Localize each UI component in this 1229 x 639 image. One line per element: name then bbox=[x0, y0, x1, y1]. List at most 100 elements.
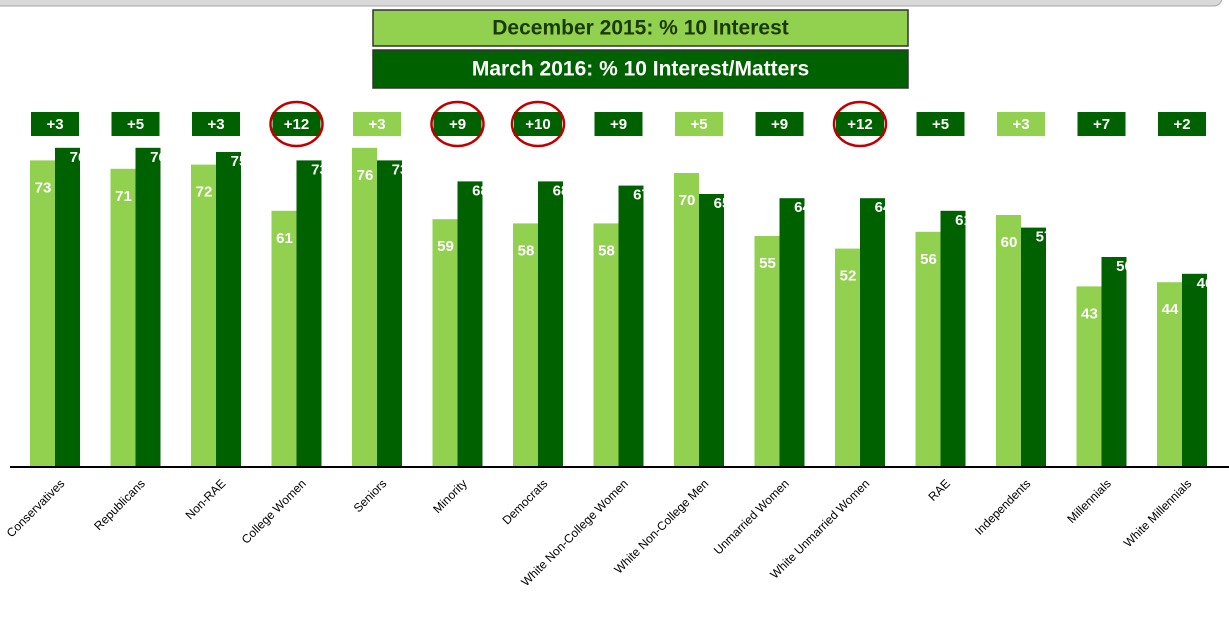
change-label: +9 bbox=[449, 116, 466, 133]
change-box bbox=[353, 112, 401, 136]
value-label: 64 bbox=[875, 199, 892, 216]
change-box bbox=[192, 112, 240, 136]
value-label: 76 bbox=[70, 149, 87, 166]
change-label: +9 bbox=[771, 116, 788, 133]
value-label: 58 bbox=[518, 242, 535, 259]
change-label: +2 bbox=[1173, 116, 1190, 133]
bar bbox=[1076, 286, 1102, 467]
value-label: 73 bbox=[392, 161, 409, 178]
change-label: +3 bbox=[207, 116, 224, 133]
value-label: 52 bbox=[840, 268, 857, 285]
bar bbox=[940, 210, 966, 468]
value-label: 67 bbox=[633, 187, 650, 204]
bar bbox=[835, 248, 860, 467]
value-label: 43 bbox=[1081, 305, 1098, 322]
bar bbox=[191, 164, 216, 467]
bar bbox=[618, 185, 644, 467]
bar bbox=[538, 181, 563, 467]
change-box bbox=[111, 112, 160, 136]
bar bbox=[1182, 273, 1207, 467]
value-label: 55 bbox=[759, 255, 776, 272]
value-label: 73 bbox=[311, 161, 328, 178]
value-label: 46 bbox=[1197, 275, 1214, 292]
x-tick-label: White Non-College Men bbox=[611, 476, 711, 576]
value-label: 70 bbox=[679, 192, 696, 209]
bar bbox=[135, 147, 161, 468]
value-label: 56 bbox=[920, 251, 937, 268]
change-label: +5 bbox=[690, 116, 707, 133]
change-box bbox=[272, 112, 321, 136]
x-tick-label: Democrats bbox=[499, 476, 550, 527]
value-label: 61 bbox=[955, 212, 972, 229]
bar bbox=[30, 160, 55, 467]
value-label: 72 bbox=[196, 184, 213, 201]
x-tick-label: Millennials bbox=[1064, 476, 1114, 526]
legend-box bbox=[372, 49, 909, 89]
legend-label: March 2016: % 10 Interest/Matters bbox=[472, 58, 809, 81]
change-label: +10 bbox=[525, 116, 550, 133]
value-label: 61 bbox=[276, 230, 293, 247]
change-label: +9 bbox=[610, 116, 627, 133]
x-tick-label: Unmarried Women bbox=[711, 476, 792, 557]
change-box bbox=[916, 112, 965, 136]
x-tick-label: White Millennials bbox=[1121, 476, 1195, 550]
x-tick-label: Republicans bbox=[91, 476, 148, 533]
value-label: 64 bbox=[794, 199, 811, 216]
value-label: 59 bbox=[437, 238, 454, 255]
highlight-circle bbox=[832, 100, 888, 148]
bar bbox=[296, 160, 322, 467]
legend-box bbox=[372, 9, 909, 47]
bar bbox=[674, 173, 699, 467]
value-label: 68 bbox=[472, 182, 489, 199]
change-box bbox=[836, 112, 884, 136]
change-label: +7 bbox=[1093, 116, 1110, 133]
legend-label: December 2015: % 10 Interest bbox=[492, 17, 789, 40]
change-label: +3 bbox=[46, 116, 63, 133]
change-box bbox=[594, 112, 643, 136]
x-tick-label: RAE bbox=[926, 476, 953, 503]
change-box bbox=[433, 112, 482, 136]
value-label: 65 bbox=[714, 195, 731, 212]
value-label: 76 bbox=[150, 149, 167, 166]
bar bbox=[377, 160, 402, 467]
bar bbox=[860, 198, 885, 467]
bar bbox=[432, 219, 458, 467]
change-label: +12 bbox=[284, 116, 309, 133]
change-box bbox=[1077, 112, 1126, 136]
change-label: +3 bbox=[368, 116, 385, 133]
value-label: 44 bbox=[1162, 301, 1179, 318]
value-label: 50 bbox=[1116, 258, 1133, 275]
change-box bbox=[997, 112, 1045, 136]
x-tick-label: Conservatives bbox=[4, 476, 68, 540]
change-label: +5 bbox=[127, 116, 144, 133]
bar bbox=[110, 168, 136, 468]
value-label: 73 bbox=[35, 179, 52, 196]
value-label: 57 bbox=[1036, 229, 1053, 246]
value-label: 58 bbox=[598, 242, 615, 259]
bar bbox=[996, 215, 1021, 467]
change-box bbox=[755, 112, 804, 136]
change-label: +5 bbox=[932, 116, 949, 133]
bar bbox=[1101, 257, 1127, 467]
highlight-circle bbox=[269, 100, 324, 148]
bar bbox=[55, 147, 80, 468]
change-box bbox=[31, 112, 79, 136]
bar bbox=[513, 223, 538, 467]
bar bbox=[593, 223, 619, 467]
x-tick-label: Minority bbox=[430, 476, 470, 516]
bar bbox=[915, 231, 941, 467]
bar bbox=[216, 152, 241, 467]
value-label: 75 bbox=[231, 153, 248, 170]
bar bbox=[699, 194, 724, 467]
bar bbox=[1021, 227, 1046, 467]
x-tick-label: Independents bbox=[972, 476, 1033, 537]
bar bbox=[754, 236, 780, 467]
value-label: 71 bbox=[115, 188, 132, 205]
change-label: +12 bbox=[847, 116, 872, 133]
highlight-circle bbox=[510, 100, 566, 148]
change-label: +3 bbox=[1012, 116, 1029, 133]
bar bbox=[1157, 282, 1182, 467]
bar bbox=[779, 198, 805, 467]
x-tick-label: College Women bbox=[239, 476, 309, 546]
